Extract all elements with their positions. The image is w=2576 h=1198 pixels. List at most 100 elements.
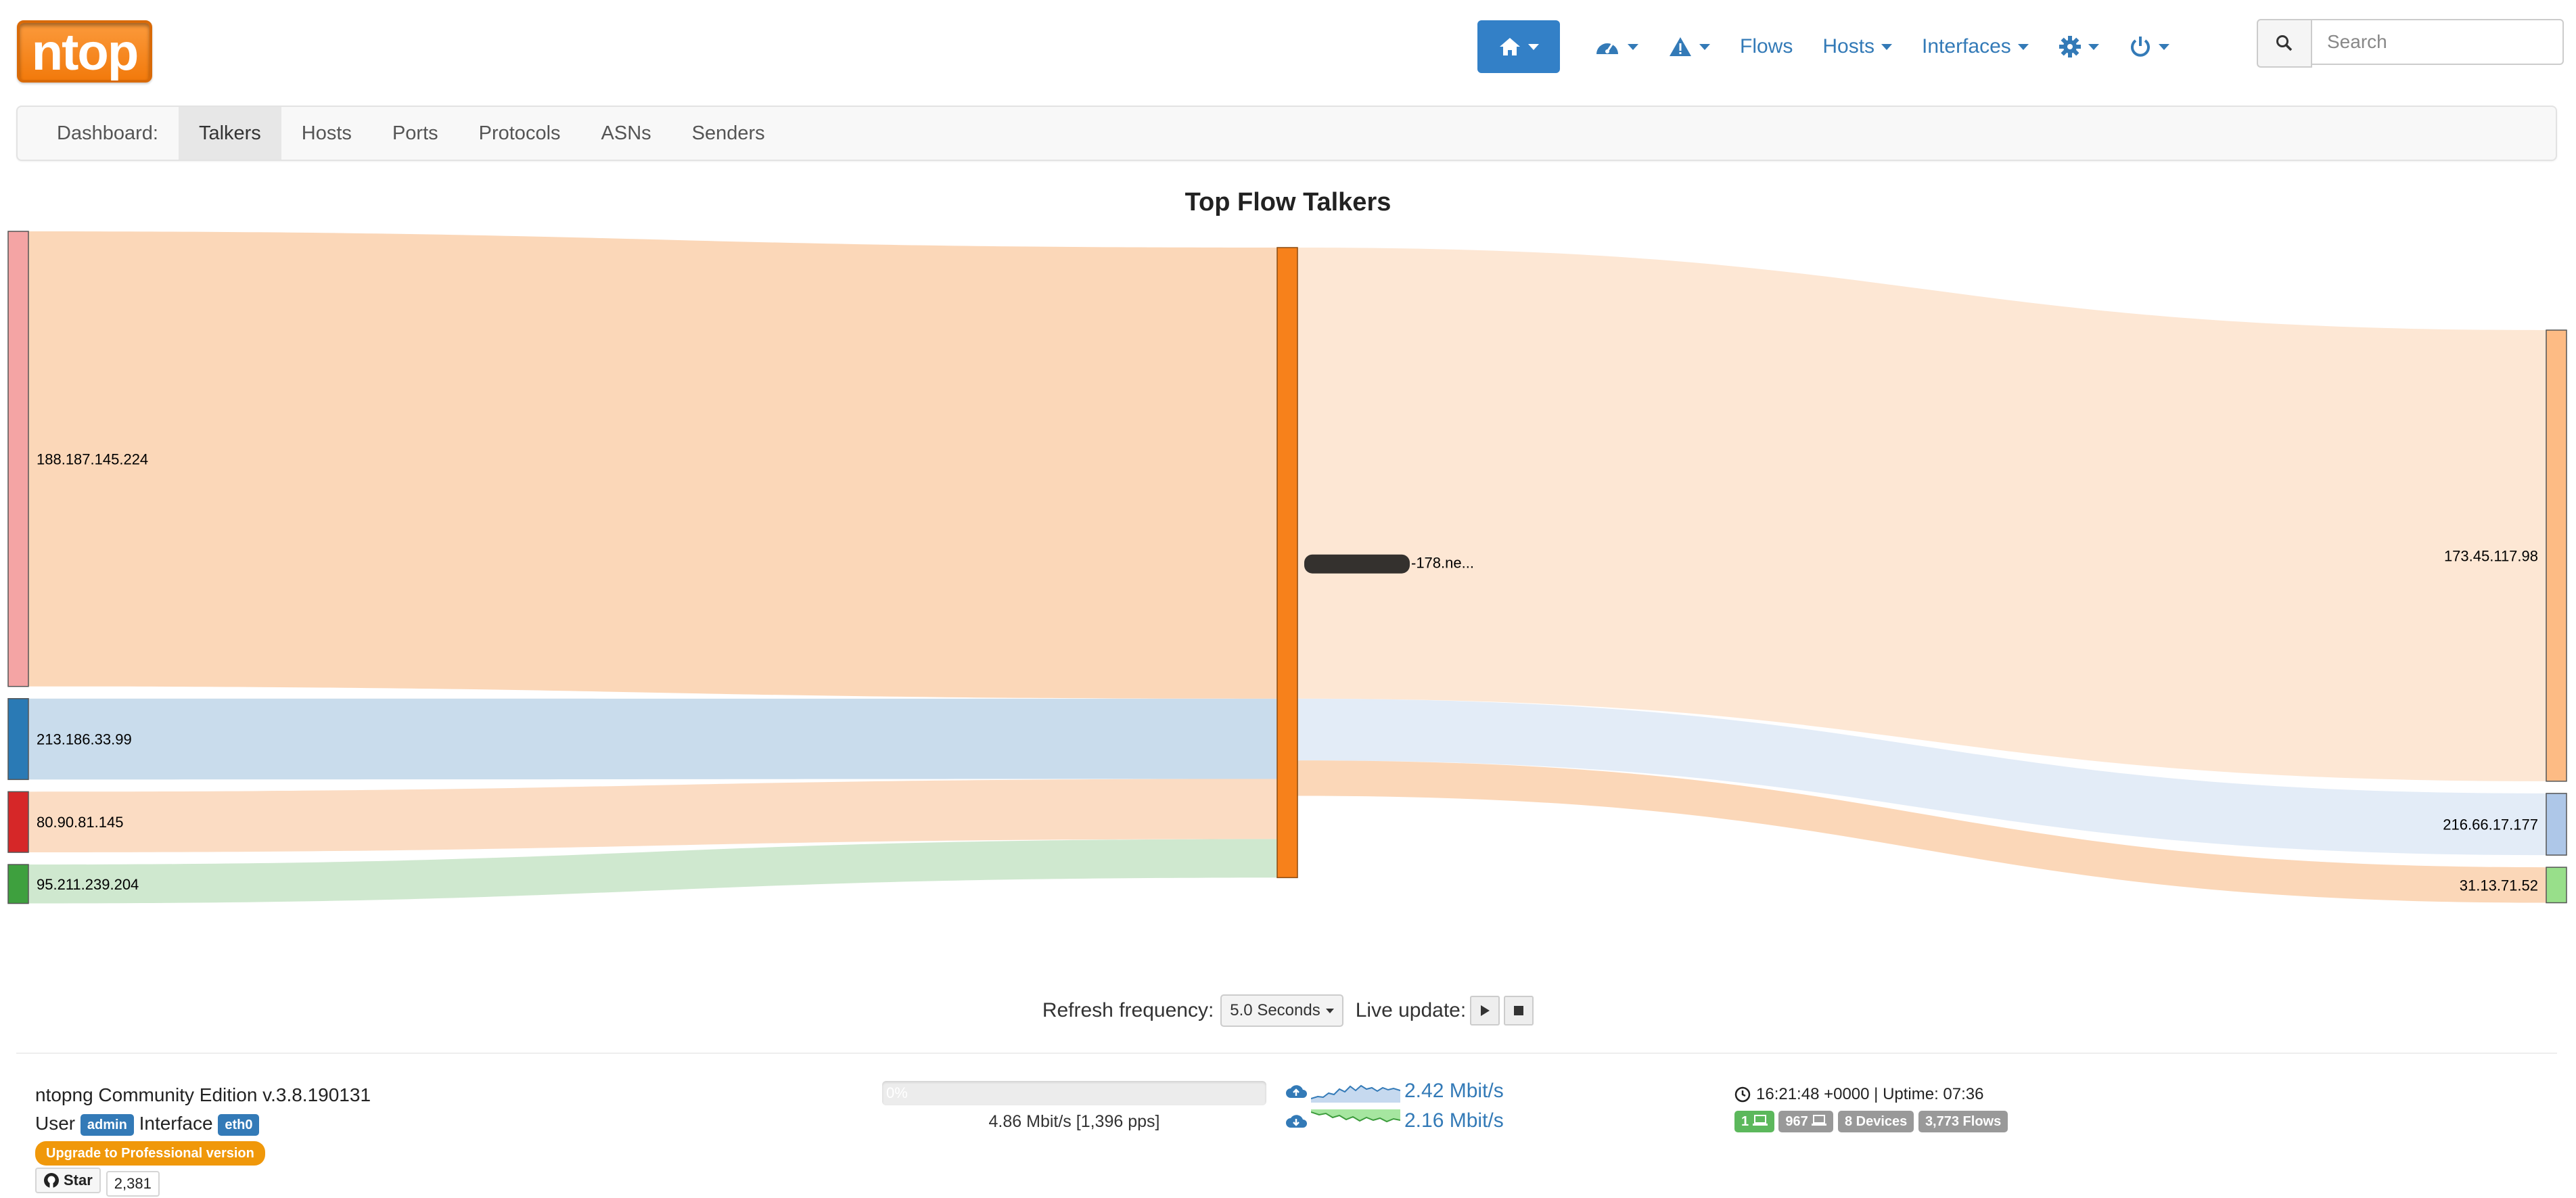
throughput-text: 4.86 Mbit/s [1,396 pps] xyxy=(988,1112,1160,1131)
source-label-1: 213.186.33.99 xyxy=(37,731,132,748)
search-button[interactable] xyxy=(2257,19,2312,68)
source-label-2: 80.90.81.145 xyxy=(37,814,123,831)
gear-icon xyxy=(2058,36,2081,57)
flows-badge[interactable]: 3,773 Flows xyxy=(1918,1111,2008,1132)
source-node-3[interactable] xyxy=(7,864,29,904)
refresh-frequency-select[interactable]: 5.0 Seconds xyxy=(1220,994,1343,1027)
upload-rate-row: 2.42 Mbit/s xyxy=(1285,1080,1504,1103)
tab-protocols[interactable]: Protocols xyxy=(478,122,561,144)
live-update-label: Live update: xyxy=(1355,999,1467,1021)
laptop-icon xyxy=(1812,1115,1827,1126)
warning-icon xyxy=(1670,37,1691,56)
target-label-2: 31.13.71.52 xyxy=(2460,877,2538,894)
search-input[interactable] xyxy=(2312,19,2564,65)
star-label: Star xyxy=(64,1172,93,1189)
target-node-0[interactable] xyxy=(2546,329,2567,782)
local-hosts-badge[interactable]: 1 xyxy=(1734,1111,1774,1132)
dashboard-menu-button[interactable] xyxy=(1579,20,1653,73)
link-left-3[interactable] xyxy=(28,839,1277,904)
hosts-label: Hosts xyxy=(1822,35,1875,57)
footer-status: 16:21:48 +0000 | Uptime: 07:36 1 967 8 D… xyxy=(1734,1082,2008,1132)
stop-icon xyxy=(1514,1006,1524,1015)
tab-ports[interactable]: Ports xyxy=(392,122,438,144)
user-interface-line: User admin Interface eth0 xyxy=(35,1109,371,1138)
refresh-controls: Refresh frequency: 5.0 Seconds Live upda… xyxy=(0,994,2576,1027)
top-nav: Flows Hosts Interfaces xyxy=(1477,20,2184,73)
github-icon xyxy=(44,1173,59,1188)
remote-hosts-count: 967 xyxy=(1785,1114,1808,1129)
search-icon xyxy=(2276,35,2293,51)
interfaces-label: Interfaces xyxy=(1922,35,2011,57)
link-left-1[interactable] xyxy=(28,698,1277,780)
target-label-1: 216.66.17.177 xyxy=(2443,816,2538,833)
link-right-1[interactable] xyxy=(1297,698,2546,856)
refresh-frequency-value: 5.0 Seconds xyxy=(1230,1001,1320,1019)
interface-badge[interactable]: eth0 xyxy=(218,1113,260,1136)
chart-title: Top Flow Talkers xyxy=(1184,188,1392,216)
interfaces-menu-button[interactable]: Interfaces xyxy=(1907,20,2044,73)
footer-info: ntopng Community Edition v.3.8.190131 Us… xyxy=(35,1081,371,1197)
dashboard-tabs: Dashboard: Talkers Hosts Ports Protocols… xyxy=(16,106,2557,161)
link-left-2[interactable] xyxy=(28,779,1277,853)
cloud-download-icon xyxy=(1286,1115,1307,1128)
source-node-1[interactable] xyxy=(7,698,29,781)
ntop-logo[interactable]: ntop xyxy=(17,20,152,83)
target-node-2[interactable] xyxy=(2546,867,2567,904)
clock-icon xyxy=(1734,1086,1751,1103)
interface-label: Interface xyxy=(139,1113,213,1134)
power-icon xyxy=(2130,37,2150,57)
dashboard-icon xyxy=(1596,43,1618,54)
remote-hosts-badge[interactable]: 967 xyxy=(1778,1111,1834,1132)
download-rate-row: 2.16 Mbit/s xyxy=(1285,1109,1504,1132)
link-right-0[interactable] xyxy=(1297,248,2546,781)
devices-badge[interactable]: 8 Devices xyxy=(1837,1111,1914,1132)
laptop-icon xyxy=(1752,1115,1768,1126)
home-menu-button[interactable] xyxy=(1477,20,1560,73)
bandwidth-progress-bar: 0% xyxy=(882,1081,1266,1105)
refresh-frequency-label: Refresh frequency: xyxy=(1042,999,1214,1021)
flows-label: Flows xyxy=(1740,35,1793,57)
local-hosts-count: 1 xyxy=(1741,1114,1749,1129)
upload-sparkline xyxy=(1311,1084,1400,1103)
cloud-upload-icon xyxy=(1286,1085,1307,1098)
link-left-0[interactable] xyxy=(28,231,1277,699)
clock-uptime: 16:21:48 +0000 | Uptime: 07:36 xyxy=(1756,1085,1984,1103)
version-text: ntopng Community Edition v.3.8.190131 xyxy=(35,1084,371,1105)
progress-percent: 0% xyxy=(886,1084,908,1101)
tab-asns[interactable]: ASNs xyxy=(601,122,651,144)
settings-menu-button[interactable] xyxy=(2044,20,2114,73)
footer-divider xyxy=(16,1053,2557,1054)
redacted-hostname xyxy=(1304,554,1410,574)
source-node-2[interactable] xyxy=(7,791,29,853)
download-rate: 2.16 Mbit/s xyxy=(1404,1109,1504,1132)
star-count[interactable]: 2,381 xyxy=(106,1171,160,1197)
source-node-0[interactable] xyxy=(7,231,29,687)
upload-rate: 2.42 Mbit/s xyxy=(1404,1080,1504,1102)
home-icon xyxy=(1500,38,1520,55)
play-button[interactable] xyxy=(1470,996,1500,1026)
user-badge[interactable]: admin xyxy=(80,1113,134,1136)
hosts-menu-button[interactable]: Hosts xyxy=(1808,20,1907,73)
upgrade-button[interactable]: Upgrade to Professional version xyxy=(35,1141,265,1166)
flows-nav-link[interactable]: Flows xyxy=(1725,20,1808,73)
center-node[interactable] xyxy=(1276,247,1298,879)
top-flow-talkers-sankey: 188.187.145.224 213.186.33.99 80.90.81.145… xyxy=(7,231,2567,904)
target-label-0: 173.45.117.98 xyxy=(2444,547,2538,564)
stop-button[interactable] xyxy=(1504,996,1534,1026)
search-group xyxy=(2257,19,2564,68)
center-label: -178.ne... xyxy=(1411,555,1474,572)
dashboard-tabs-label: Dashboard: xyxy=(57,122,158,144)
source-label-0: 188.187.145.224 xyxy=(37,451,148,467)
source-label-3: 95.211.239.204 xyxy=(37,876,139,893)
alerts-menu-button[interactable] xyxy=(1653,20,1725,73)
play-icon xyxy=(1481,1005,1490,1016)
link-right-2[interactable] xyxy=(1297,760,2546,903)
tab-senders[interactable]: Senders xyxy=(691,122,765,144)
download-sparkline xyxy=(1311,1109,1400,1123)
user-label: User xyxy=(35,1113,76,1134)
power-menu-button[interactable] xyxy=(2114,20,2184,73)
target-node-1[interactable] xyxy=(2546,793,2567,856)
github-star-button[interactable]: Star xyxy=(35,1168,101,1193)
tab-hosts[interactable]: Hosts xyxy=(301,122,352,144)
tab-talkers[interactable]: Talkers xyxy=(178,107,281,160)
